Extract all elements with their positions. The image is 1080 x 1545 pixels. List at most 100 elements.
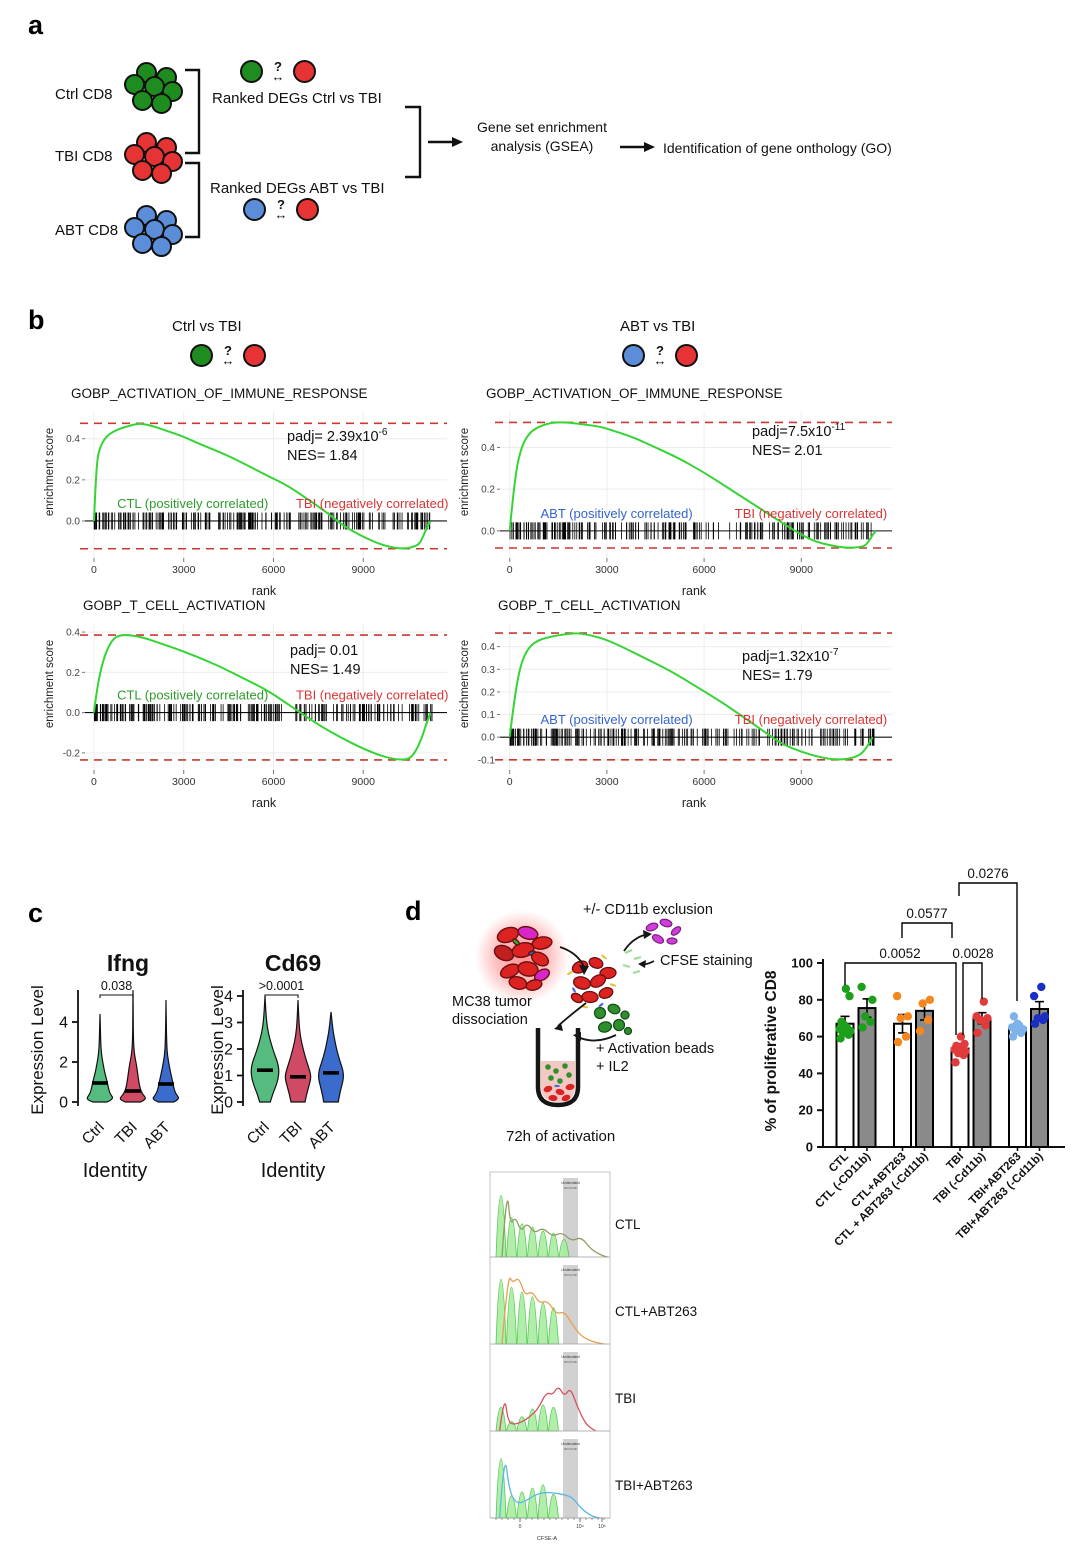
group-label-abt: ABT CD8 (55, 222, 119, 239)
ranked-degs-ctrl-label: Ranked DEGs Ctrl vs TBI (212, 90, 382, 107)
svg-text:0.0: 0.0 (481, 733, 495, 744)
gsea-chart: -0.2 0.0 0.2 0.4 0 3000 6000 9000 CTL (positivel… (63, 624, 448, 788)
cfse-stain-marks (622, 948, 642, 975)
sig-bracket (962, 962, 983, 1035)
sig-bracket (901, 922, 953, 938)
svg-text:60: 60 (799, 1029, 813, 1044)
culture-tube-icon (535, 1028, 581, 1108)
histogram-label: CTL+ABT263 (615, 1304, 697, 1319)
x-tick-label: ABT (305, 1118, 339, 1152)
gsea-chart: 0.0 0.2 0.4 0 3000 6000 9000 CTL (positively co… (66, 412, 448, 576)
svg-text:0: 0 (91, 776, 97, 788)
x-tick-label: Ctrl (79, 1119, 108, 1148)
group-label-ctrl: Ctrl CD8 (55, 86, 113, 103)
median-bar (257, 1068, 273, 1072)
svg-text:0: 0 (806, 1140, 813, 1155)
enrichment-curve (508, 421, 877, 549)
unstimulated-gate (563, 1265, 578, 1344)
svg-text:0.4: 0.4 (481, 443, 495, 454)
experiment-schematic (475, 910, 682, 1108)
tbi-dot-icon (293, 60, 316, 83)
data-point (858, 1023, 867, 1032)
median-bar (323, 1071, 339, 1075)
x-axis-label: Identity (82, 1160, 148, 1182)
svg-text:9000: 9000 (790, 776, 814, 788)
activation-beads-label: + Activation beads + IL2 (596, 1041, 715, 1076)
svg-text:2: 2 (224, 1042, 233, 1059)
positively-correlated-label: ABT (positively correlated) (541, 506, 693, 521)
enrichment-curve (92, 422, 432, 550)
histogram-TBI (498, 1387, 596, 1432)
tbi-dot-icon (296, 198, 319, 221)
sig-label: >0.0001 (259, 979, 305, 993)
header-comparison-ctrl: ? ↔ (190, 344, 266, 367)
cell-icon (132, 90, 153, 111)
svg-text:0: 0 (507, 564, 513, 576)
data-point (903, 1012, 913, 1021)
positively-correlated-label: ABT (positively correlated) (541, 712, 693, 727)
x-axis-label: rank (251, 584, 277, 598)
svg-text:0.4: 0.4 (66, 628, 80, 639)
question-arrow-icon: ? ↔ (653, 343, 667, 368)
svg-text:9000: 9000 (352, 564, 376, 576)
violin-TBI (284, 999, 312, 1103)
data-point (896, 1014, 905, 1023)
svg-text:0.4: 0.4 (481, 642, 495, 653)
data-point (979, 997, 988, 1006)
tbi-dot-icon (675, 344, 698, 367)
violin-TBI (119, 989, 146, 1103)
data-point (981, 1021, 990, 1030)
x-tick-label: ABT (140, 1118, 174, 1152)
abt-dot-icon (243, 198, 266, 221)
data-point (892, 991, 902, 1001)
histogram-CTL (501, 1200, 608, 1258)
cell-icon (132, 160, 153, 181)
data-point (837, 1017, 846, 1027)
data-point (1037, 982, 1046, 992)
panel-a-connectors (185, 68, 655, 239)
svg-text:6000: 6000 (262, 776, 286, 788)
sig-bracket (844, 962, 957, 1035)
panel-d-label: d (405, 896, 422, 926)
dissociated-cells-icon (570, 957, 617, 1004)
svg-text:0.2: 0.2 (66, 475, 80, 486)
bar-TBI+ABT263 (-Cd11b) (1030, 1008, 1049, 1148)
svg-text:0: 0 (91, 564, 97, 576)
gsea-title: GOBP_ACTIVATION_OF_IMMUNE_RESPONSE (486, 386, 783, 401)
svg-text:10⁵: 10⁵ (598, 1524, 606, 1530)
data-point (1033, 1014, 1042, 1023)
histogram-label: CTL (615, 1217, 641, 1232)
violin-Ctrl (250, 995, 280, 1103)
abt-dot-icon (622, 344, 645, 367)
data-point (973, 1028, 982, 1038)
gsea-stats: padj=7.5x10-11 NES= 2.01 (752, 422, 846, 460)
svg-text:0: 0 (507, 776, 513, 788)
comparison-ctrl-vs-tbi: ? ↔ (240, 60, 316, 83)
group-label-tbi: TBI CD8 (55, 148, 113, 165)
gsea-title: GOBP_ACTIVATION_OF_IMMUNE_RESPONSE (71, 386, 368, 401)
svg-text:3000: 3000 (595, 776, 619, 788)
gsea-plot-abt-immune-response: GOBP_ACTIVATION_OF_IMMUNE_RESPONSE enric… (459, 386, 900, 606)
ranked-degs-abt-label: Ranked DEGs ABT vs TBI (210, 180, 385, 197)
question-arrow-icon: ? ↔ (271, 59, 285, 84)
question-mark: ? (277, 197, 285, 212)
svg-text:3000: 3000 (172, 776, 196, 788)
ctrl-dot-icon (240, 60, 263, 83)
question-arrow-icon: ? ↔ (221, 343, 235, 368)
svg-text:9000: 9000 (790, 564, 814, 576)
debris-icons (566, 954, 617, 1009)
data-point (841, 984, 851, 993)
sig-label: 0.0577 (906, 906, 947, 921)
x-axis-label: rank (251, 796, 277, 810)
data-point (1009, 1012, 1019, 1021)
rank-barcode (509, 728, 875, 746)
cd11b-exclusion-label: +/- CD11b exclusion (583, 902, 713, 918)
panel-a-label: a (28, 10, 44, 40)
gsea-stats: padj= 2.39x10-6 NES= 1.84 (287, 427, 388, 465)
ctrl-cell-cluster (122, 62, 188, 120)
cfse-histograms: Unstimulated CTL Unstimulated CTL+ABT263 Uns… (489, 1171, 697, 1542)
sig-bracket (958, 882, 1018, 1001)
median-bar (158, 1082, 174, 1086)
